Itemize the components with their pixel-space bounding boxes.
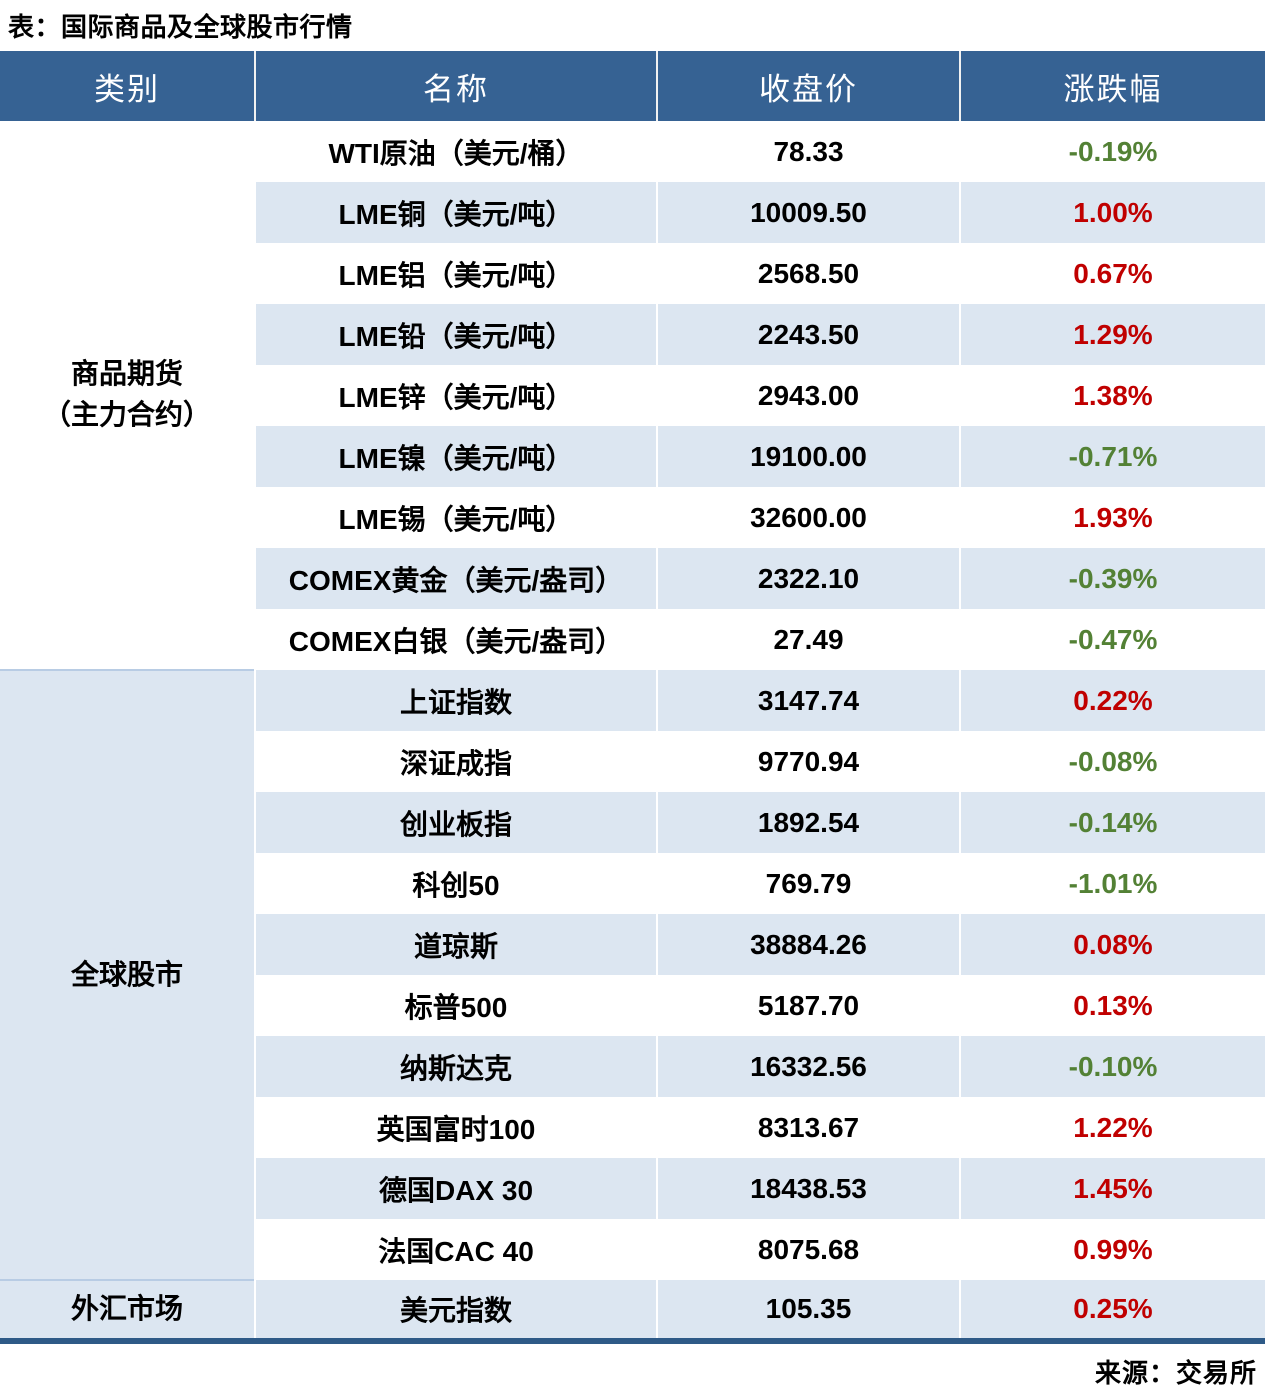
- table-row: 创业板指 1892.54 -0.14%: [0, 792, 1265, 853]
- page-title: 表：国际商品及全球股市行情: [8, 12, 353, 42]
- name-cell: 标普500: [255, 975, 658, 1036]
- change-percent-cell: -0.14%: [960, 792, 1265, 853]
- category-label-line: 外汇市场: [70, 1293, 183, 1325]
- table-row: 深证成指 9770.94 -0.08%: [0, 731, 1265, 792]
- name-cell: LME铝（美元/吨）: [255, 243, 658, 304]
- change-percent-cell: -0.10%: [960, 1036, 1265, 1097]
- close-price-cell: 8313.67: [657, 1097, 961, 1158]
- name-cell: LME锡（美元/吨）: [255, 487, 658, 548]
- close-price-cell: 18438.53: [657, 1158, 961, 1219]
- table-row: 纳斯达克 16332.56 -0.10%: [0, 1036, 1265, 1097]
- table-row: 外汇市场 美元指数 105.35 0.25%: [0, 1279, 1265, 1341]
- name-cell: 英国富时100: [255, 1097, 658, 1158]
- name-cell: 法国CAC 40: [255, 1219, 658, 1280]
- close-price-cell: 16332.56: [657, 1036, 961, 1097]
- table-row: LME锌（美元/吨） 2943.00 1.38%: [0, 365, 1265, 426]
- category-label-line: 全球股市: [70, 958, 183, 990]
- change-percent-cell: -0.71%: [960, 426, 1265, 487]
- close-price-cell: 2322.10: [657, 548, 961, 609]
- change-percent-cell: 1.38%: [1073, 379, 1153, 411]
- close-price-cell: 5187.70: [657, 975, 961, 1036]
- name-cell: 科创50: [255, 853, 658, 914]
- change-percent-cell: 0.22%: [960, 670, 1265, 731]
- category-cell: 外汇市场: [0, 1279, 256, 1341]
- change-percent-cell: 1.29%: [960, 304, 1265, 365]
- table-row: 德国DAX 30 18438.53 1.45%: [0, 1158, 1265, 1219]
- close-price-cell: 769.79: [657, 853, 961, 914]
- change-percent-cell: -0.47%: [1068, 623, 1158, 655]
- category-cell: 全球股市: [0, 669, 256, 1280]
- table-row: LME铅（美元/吨） 2243.50 1.29%: [0, 304, 1265, 365]
- table-row: 科创50 769.79 -1.01%: [0, 853, 1265, 914]
- col-header-category: 类别: [0, 51, 256, 121]
- change-percent-cell: 1.45%: [960, 1158, 1265, 1219]
- table-row: 道琼斯 38884.26 0.08%: [0, 914, 1265, 975]
- table-row: LME锡（美元/吨） 32600.00 1.93%: [0, 487, 1265, 548]
- name-cell: COMEX白银（美元/盎司）: [255, 609, 658, 670]
- name-cell: WTI原油（美元/桶）: [255, 121, 658, 182]
- close-price-cell: 38884.26: [657, 914, 961, 975]
- name-cell: LME铅（美元/吨）: [255, 304, 658, 365]
- close-price-cell: 78.33: [657, 121, 961, 182]
- table-row: COMEX黄金（美元/盎司） 2322.10 -0.39%: [0, 548, 1265, 609]
- change-percent-cell: 1.00%: [960, 182, 1265, 243]
- market-table: 类别 名称 收盘价 涨跌幅 商品期货 （主力合约） WTI原油（美元/桶） 78.33…: [0, 51, 1265, 1344]
- name-cell: LME锌（美元/吨）: [255, 365, 658, 426]
- change-percent-cell: 0.13%: [1073, 989, 1153, 1021]
- close-price-cell: 8075.68: [657, 1219, 961, 1280]
- close-price-cell: 3147.74: [657, 670, 961, 731]
- name-cell: 纳斯达克: [255, 1036, 658, 1097]
- source-note: 来源：交易所: [1094, 1358, 1257, 1388]
- close-price-cell: 105.35: [657, 1280, 961, 1341]
- table-row: COMEX白银（美元/盎司） 27.49 -0.47%: [0, 609, 1265, 670]
- name-cell: LME铜（美元/吨）: [255, 182, 658, 243]
- name-cell: LME镍（美元/吨）: [255, 426, 658, 487]
- close-price-cell: 32600.00: [657, 487, 961, 548]
- close-price-cell: 1892.54: [657, 792, 961, 853]
- name-cell: 上证指数: [255, 670, 658, 731]
- header-row: 类别 名称 收盘价 涨跌幅: [0, 51, 1265, 121]
- change-percent-cell: 0.67%: [1073, 257, 1153, 289]
- change-percent-cell: 1.93%: [1073, 501, 1153, 533]
- col-header-change: 涨跌幅: [960, 51, 1265, 121]
- close-price-cell: 27.49: [657, 609, 961, 670]
- change-percent-cell: -0.39%: [960, 548, 1265, 609]
- close-price-cell: 19100.00: [657, 426, 961, 487]
- table-row: LME镍（美元/吨） 19100.00 -0.71%: [0, 426, 1265, 487]
- table-row: 英国富时100 8313.67 1.22%: [0, 1097, 1265, 1158]
- close-price-cell: 2943.00: [657, 365, 961, 426]
- table-row: LME铝（美元/吨） 2568.50 0.67%: [0, 243, 1265, 304]
- col-header-close: 收盘价: [657, 51, 961, 121]
- name-cell: COMEX黄金（美元/盎司）: [255, 548, 658, 609]
- table-row: 全球股市 上证指数 3147.74 0.22%: [0, 669, 1265, 1280]
- table-row: 商品期货 （主力合约） WTI原油（美元/桶） 78.33 -0.19%: [0, 121, 1265, 670]
- table-row: LME铜（美元/吨） 10009.50 1.00%: [0, 182, 1265, 243]
- table-body: 商品期货 （主力合约） WTI原油（美元/桶） 78.33 -0.19% LME铜（美元/…: [0, 121, 1265, 1341]
- table-row: 标普500 5187.70 0.13%: [0, 975, 1265, 1036]
- change-percent-cell: -0.08%: [1068, 745, 1158, 777]
- col-header-name: 名称: [255, 51, 658, 121]
- change-percent-cell: -0.19%: [1068, 135, 1158, 167]
- name-cell: 美元指数: [255, 1280, 658, 1341]
- close-price-cell: 9770.94: [657, 731, 961, 792]
- category-label-line: （主力合约）: [42, 399, 211, 430]
- table-row: 法国CAC 40 8075.68 0.99%: [0, 1219, 1265, 1280]
- change-percent-cell: -1.01%: [1068, 867, 1158, 899]
- name-cell: 道琼斯: [255, 914, 658, 975]
- name-cell: 深证成指: [255, 731, 658, 792]
- change-percent-cell: 0.08%: [960, 914, 1265, 975]
- name-cell: 创业板指: [255, 792, 658, 853]
- change-percent-cell: 0.25%: [960, 1280, 1265, 1341]
- name-cell: 德国DAX 30: [255, 1158, 658, 1219]
- close-price-cell: 2243.50: [657, 304, 961, 365]
- close-price-cell: 2568.50: [657, 243, 961, 304]
- change-percent-cell: 1.22%: [1073, 1111, 1153, 1143]
- category-label-line: 商品期货: [70, 358, 183, 390]
- close-price-cell: 10009.50: [657, 182, 961, 243]
- change-percent-cell: 0.99%: [1073, 1233, 1153, 1265]
- category-cell: 商品期货 （主力合约）: [0, 121, 256, 670]
